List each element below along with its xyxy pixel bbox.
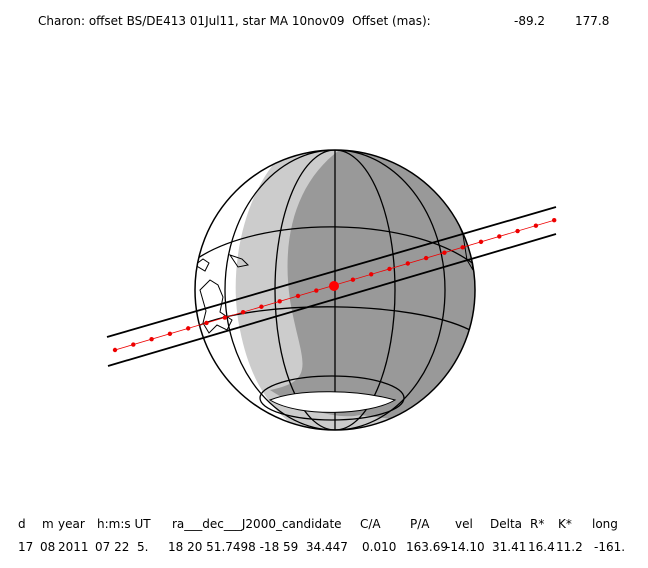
column-header: K* bbox=[558, 517, 572, 531]
cell: 11.2 bbox=[556, 540, 583, 554]
globe-outline bbox=[194, 149, 476, 431]
cell: 18 20 51.7498 -18 59 34.447 bbox=[168, 540, 348, 554]
path-point bbox=[478, 239, 484, 245]
path-point bbox=[387, 266, 392, 272]
column-header: vel bbox=[455, 517, 473, 531]
offset: -89.2 bbox=[514, 14, 546, 28]
cell: 2011 bbox=[58, 540, 89, 554]
column-header: year bbox=[58, 517, 85, 531]
column-header: m bbox=[42, 517, 54, 531]
path-limit bbox=[107, 233, 557, 367]
path-point bbox=[350, 277, 356, 282]
cell: -161. bbox=[594, 540, 626, 554]
column-header: P/A bbox=[410, 517, 430, 531]
path-point bbox=[240, 309, 246, 315]
path-point bbox=[295, 293, 301, 299]
path-point bbox=[112, 347, 118, 353]
path-point bbox=[167, 331, 173, 336]
cell: 07 22 5. bbox=[95, 540, 149, 554]
column-header: Delta bbox=[490, 517, 523, 531]
path-point bbox=[497, 234, 502, 239]
column-header: h:m:s UT bbox=[97, 517, 151, 531]
cell: 31.41 bbox=[492, 540, 527, 554]
cell: 16.4 bbox=[528, 540, 555, 554]
title: Charon: offset BS/DE413 01Jul11, star MA… bbox=[38, 14, 431, 28]
night-side bbox=[270, 150, 475, 430]
cell: 163.69 bbox=[406, 540, 448, 554]
path-point bbox=[369, 272, 374, 277]
offset: 177.8 bbox=[575, 14, 610, 28]
path-point bbox=[460, 245, 465, 250]
path-point bbox=[515, 228, 520, 234]
column-header: ra___dec___J2000_candidate bbox=[172, 517, 342, 531]
cell: 17 bbox=[18, 540, 34, 554]
path-point bbox=[533, 223, 539, 228]
path-point bbox=[149, 336, 154, 342]
path-point bbox=[405, 261, 410, 266]
path-point bbox=[423, 255, 429, 261]
column-header: C/A bbox=[360, 517, 381, 531]
cell: 08 bbox=[40, 540, 56, 554]
column-header: d bbox=[18, 517, 26, 531]
path-point bbox=[552, 218, 557, 223]
path-limit bbox=[106, 206, 557, 338]
path-point bbox=[186, 326, 191, 331]
path-point bbox=[222, 315, 227, 320]
cell: -14.10 bbox=[446, 540, 485, 554]
cell: 0.010 bbox=[362, 540, 397, 554]
path-points bbox=[112, 218, 557, 353]
path-point bbox=[259, 304, 264, 309]
closest-approach bbox=[329, 281, 339, 291]
path-point bbox=[204, 320, 209, 326]
path-point bbox=[314, 288, 319, 293]
path-point bbox=[442, 250, 447, 255]
column-header: R* bbox=[530, 517, 545, 531]
column-header: long bbox=[592, 517, 618, 531]
path-point bbox=[131, 342, 136, 347]
path-point bbox=[277, 299, 282, 304]
